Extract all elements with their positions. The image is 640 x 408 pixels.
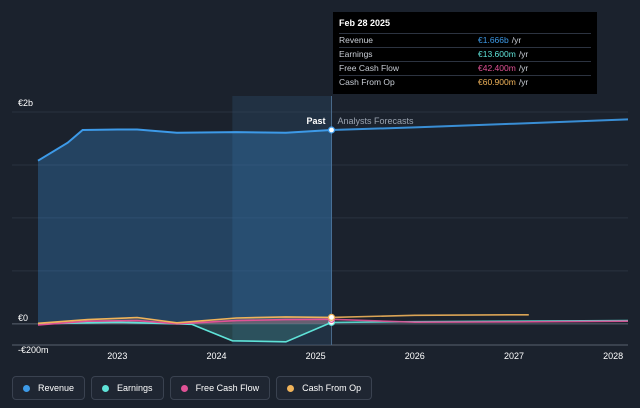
legend-label: Cash From Op <box>302 383 362 393</box>
tooltip-value: €60.900m <box>478 77 516 87</box>
tooltip-date: Feb 28 2025 <box>339 18 391 28</box>
cash-from-op-marker <box>327 313 336 321</box>
tooltip-row: Revenue €1.666b/yr <box>339 33 591 47</box>
legend-dot-icon <box>287 384 295 392</box>
legend-dot-icon <box>23 384 30 392</box>
highlight-band <box>232 96 333 345</box>
tooltip-unit: /yr <box>511 35 522 45</box>
highlight-band-rect <box>232 96 332 345</box>
earnings-line-past <box>37 321 332 343</box>
revenue-line-past <box>37 128 332 162</box>
tooltip-value: €42.400m <box>478 63 516 73</box>
x-tick-label: 2026 <box>405 351 425 361</box>
y-tick-label: -€200m <box>18 345 49 355</box>
tooltip: Feb 28 2025 Revenue €1.666b/yr Earnings €13… <box>333 12 597 94</box>
x-tick-label: 2025 <box>306 351 326 361</box>
free-cash-flow-line-forecast <box>331 318 629 324</box>
free-cash-flow-line-past <box>37 318 332 326</box>
chart-area: €2b €0 -€200m 2023 2024 2025 2026 2027 2028 Past A… <box>12 96 629 361</box>
legend-label: Revenue <box>38 383 75 393</box>
cash-from-op-line-past <box>37 316 332 325</box>
tooltip-unit: /yr <box>518 77 529 87</box>
past-label: Past <box>306 116 325 126</box>
tooltip-value: €1.666b <box>478 35 509 45</box>
revenue-marker <box>327 126 336 134</box>
legend-item-cash-from-op[interactable]: Cash From Op <box>276 376 373 400</box>
grid-lines <box>12 111 628 346</box>
y-tick-label: €2b <box>18 98 33 108</box>
legend-dot-icon <box>180 384 188 392</box>
chart-labels: €2b €0 -€200m 2023 2024 2025 2026 2027 2028 Past A… <box>18 98 623 361</box>
series-areas <box>38 129 332 342</box>
tooltip-row: Earnings €13.600m/yr <box>339 47 591 61</box>
revenue-area <box>38 129 332 324</box>
legend-label: Free Cash Flow <box>195 383 260 393</box>
tooltip-row: Free Cash Flow €42.400m/yr <box>339 61 591 75</box>
tooltip-label: Free Cash Flow <box>339 63 399 73</box>
revenue-line-forecast <box>331 118 629 131</box>
tooltip-label: Cash From Op <box>339 77 395 87</box>
tooltip-label: Earnings <box>339 49 373 59</box>
x-tick-label: 2023 <box>107 351 127 361</box>
legend-item-free-cash-flow[interactable]: Free Cash Flow <box>169 376 271 400</box>
y-tick-label: €0 <box>18 313 28 323</box>
tooltip-row: Cash From Op €60.900m/yr <box>339 75 591 89</box>
series-lines <box>37 118 629 343</box>
tooltip-value: €13.600m <box>478 49 516 59</box>
legend-item-earnings[interactable]: Earnings <box>91 376 164 400</box>
cash-from-op-line-forecast <box>331 314 529 319</box>
forecast-label: Analysts Forecasts <box>338 116 415 126</box>
tooltip-label: Revenue <box>339 35 374 45</box>
legend-dot-icon <box>102 384 110 392</box>
legend-item-revenue[interactable]: Revenue <box>12 376 86 400</box>
earnings-area <box>38 322 332 342</box>
tooltip-unit: /yr <box>518 63 529 73</box>
legend: Revenue Earnings Free Cash Flow Cash From O… <box>12 376 373 400</box>
x-tick-label: 2027 <box>504 351 524 361</box>
tooltip-unit: /yr <box>518 49 529 59</box>
x-tick-label: 2024 <box>206 351 226 361</box>
legend-label: Earnings <box>117 383 153 393</box>
x-tick-label: 2028 <box>603 351 623 361</box>
